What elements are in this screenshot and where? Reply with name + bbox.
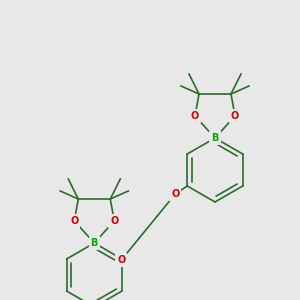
Text: O: O bbox=[117, 255, 125, 265]
Text: O: O bbox=[231, 111, 239, 121]
Text: O: O bbox=[171, 189, 179, 199]
Text: O: O bbox=[110, 216, 118, 226]
Text: B: B bbox=[211, 133, 219, 143]
Text: O: O bbox=[191, 111, 199, 121]
Text: B: B bbox=[91, 238, 98, 248]
Text: O: O bbox=[70, 216, 78, 226]
